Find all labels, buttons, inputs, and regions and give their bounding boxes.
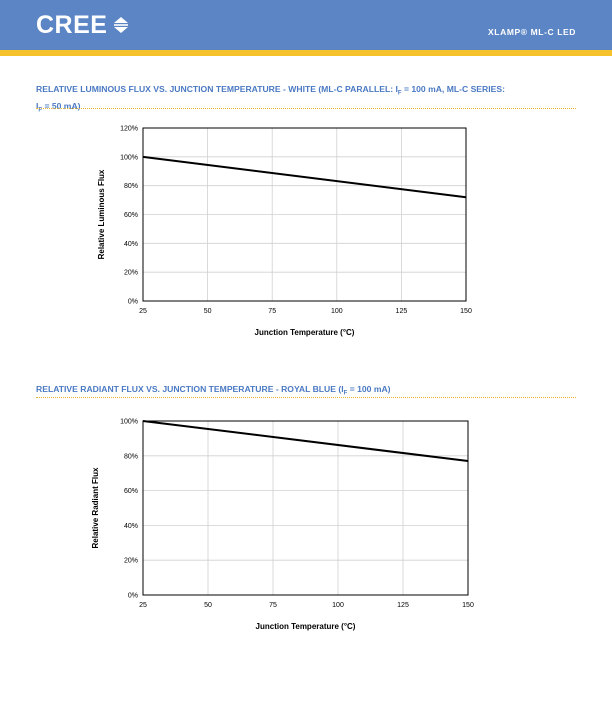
y-axis-label: Relative Luminous Flux	[97, 169, 106, 259]
x-tick-label: 75	[269, 602, 277, 609]
chart1-title-sub: F	[397, 90, 402, 97]
x-tick-label: 50	[204, 602, 212, 609]
y-tick-label: 120%	[120, 126, 138, 133]
chart2-title-rule	[36, 397, 576, 398]
radiant-flux-chart: 25 50 75 100 125 150 0% 20% 40% 60% 80% 100% Junctio…	[91, 419, 474, 632]
x-tick-label: 100	[331, 308, 343, 315]
x-axis-label: Junction Temperature (°C)	[256, 622, 356, 631]
y-tick-label: 20%	[124, 558, 138, 565]
chart1-title-part: RELATIVE LUMINOUS FLUX VS. JUNCTION TEMP…	[36, 84, 398, 94]
y-tick-label: 40%	[124, 523, 138, 530]
x-tick-label: 125	[396, 308, 408, 315]
y-tick-label: 60%	[124, 212, 138, 219]
y-tick-label: 100%	[120, 154, 138, 161]
x-tick-label: 100	[332, 602, 344, 609]
y-tick-label: 20%	[124, 270, 138, 277]
y-axis-label: Relative Radiant Flux	[91, 467, 100, 548]
chart2-title-part: = 100 mA)	[347, 384, 391, 394]
y-tick-label: 0%	[128, 299, 138, 306]
cree-diamond-icon	[114, 17, 129, 33]
plot-frame	[142, 420, 469, 596]
chart1-title-part: = 50 mA)	[42, 100, 81, 111]
y-tick-label: 100%	[120, 419, 138, 426]
y-tick-label: 80%	[124, 183, 138, 190]
x-tick-label: 25	[139, 602, 147, 609]
series-line	[142, 420, 469, 463]
plot-frame	[142, 127, 467, 302]
chart2-title: RELATIVE RADIANT FLUX VS. JUNCTION TEMPE…	[36, 383, 576, 400]
y-tick-label: 40%	[124, 241, 138, 248]
y-tick-label: 0%	[128, 593, 138, 600]
product-label: XLAMP® ML-C LED	[488, 27, 576, 37]
chart1-title-part: I	[36, 100, 39, 111]
series-line	[142, 155, 467, 199]
x-axis-label: Junction Temperature (°C)	[255, 328, 355, 337]
chart2-title-part: RELATIVE RADIANT FLUX VS. JUNCTION TEMPE…	[36, 384, 344, 394]
x-tick-label: 150	[460, 308, 472, 315]
luminous-flux-chart: 25 50 75 100 125 150 0% 20% 40% 60% 80% 100% 120% Jun…	[97, 126, 472, 338]
chart1-title: RELATIVE LUMINOUS FLUX VS. JUNCTION TEMP…	[36, 83, 576, 116]
header-band: CREE XLAMP® ML-C LED	[0, 0, 612, 50]
chart1-title-sub: F	[38, 107, 43, 114]
x-tick-label: 150	[462, 602, 474, 609]
gold-stripe	[0, 50, 612, 56]
chart1-title-part: = 100 mA, ML-C SERIES:	[401, 84, 505, 94]
y-tick-label: 80%	[124, 453, 138, 460]
chart1-title-rule	[36, 108, 576, 109]
x-tick-label: 125	[397, 602, 409, 609]
logo-text: CREE	[36, 10, 108, 39]
chart2-title-sub: F	[343, 390, 348, 397]
y-tick-label: 60%	[124, 488, 138, 495]
cree-logo: CREE	[36, 10, 131, 39]
x-tick-label: 25	[139, 308, 147, 315]
x-tick-label: 75	[268, 308, 276, 315]
x-tick-label: 50	[204, 308, 212, 315]
